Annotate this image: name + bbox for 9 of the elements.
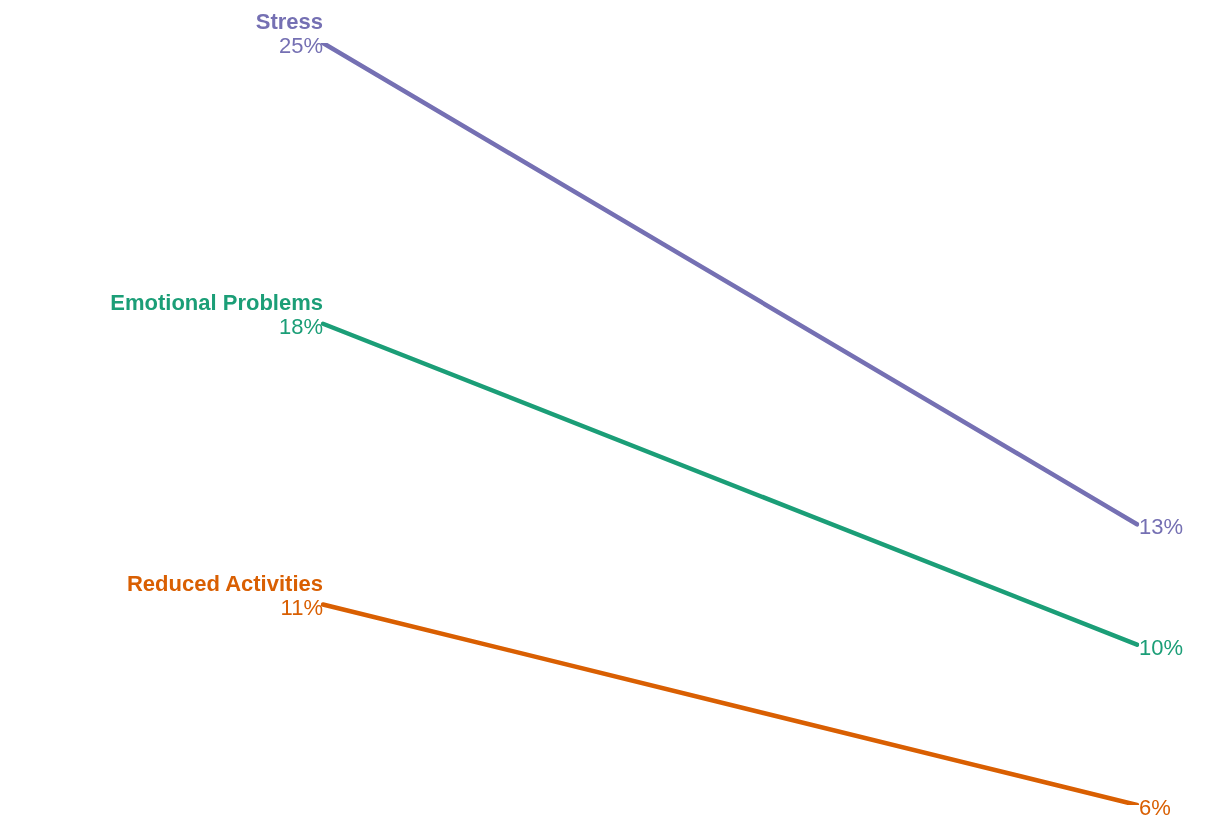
data-label: 18%: [278, 313, 323, 339]
series-label: Reduced Activities: [126, 570, 323, 596]
data-label: 6%: [1139, 795, 1171, 821]
series-label: Stress: [255, 9, 323, 35]
data-label: 10%: [1139, 634, 1184, 660]
data-label: 25%: [278, 33, 323, 59]
data-label: 11%: [280, 594, 323, 620]
data-label: 13%: [1139, 514, 1184, 540]
series-label: Emotional Problems: [110, 289, 323, 315]
